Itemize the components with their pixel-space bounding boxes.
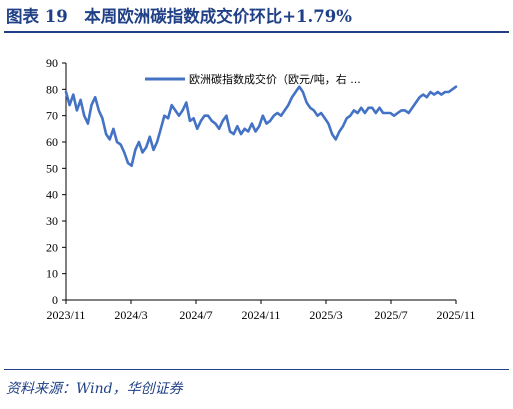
x-tick-label: 2024/7 bbox=[179, 308, 212, 322]
legend: 欧洲碳指数成交价（欧元/吨，右 ... bbox=[145, 72, 361, 86]
series-line bbox=[64, 85, 458, 167]
title-rule bbox=[4, 31, 509, 33]
y-tick-label: 80 bbox=[46, 82, 58, 96]
y-tick-label: 30 bbox=[46, 214, 58, 228]
x-tick-label: 2025/3 bbox=[309, 308, 342, 322]
x-axis: 2023/11 2024/3 2024/7 2024/11 2025/3 2025/7 20… bbox=[47, 299, 476, 322]
y-tick-label: 90 bbox=[46, 56, 58, 70]
y-tick-label: 40 bbox=[46, 188, 58, 202]
y-axis: 0 10 20 30 40 50 60 70 80 90 bbox=[46, 56, 67, 307]
x-tick-label: 2024/11 bbox=[242, 308, 281, 322]
y-tick-label: 20 bbox=[46, 240, 58, 254]
y-tick-label: 60 bbox=[46, 135, 58, 149]
y-tick-label: 70 bbox=[46, 109, 58, 123]
y-tick-label: 0 bbox=[52, 293, 58, 307]
figure-title: 图表 19 本周欧洲碳指数成交价环比+1.79% bbox=[6, 7, 352, 26]
source-rule bbox=[4, 369, 509, 370]
y-tick-label: 10 bbox=[46, 267, 58, 281]
source-note: 资料来源：Wind，华创证券 bbox=[6, 381, 183, 397]
x-tick-label: 2023/11 bbox=[47, 308, 86, 322]
x-tick-label: 2025/11 bbox=[437, 308, 476, 322]
series-layer bbox=[64, 85, 458, 167]
x-tick-label: 2024/3 bbox=[114, 308, 147, 322]
legend-label: 欧洲碳指数成交价（欧元/吨，右 ... bbox=[189, 72, 361, 86]
y-tick-label: 50 bbox=[46, 161, 58, 175]
x-tick-label: 2025/7 bbox=[374, 308, 407, 322]
